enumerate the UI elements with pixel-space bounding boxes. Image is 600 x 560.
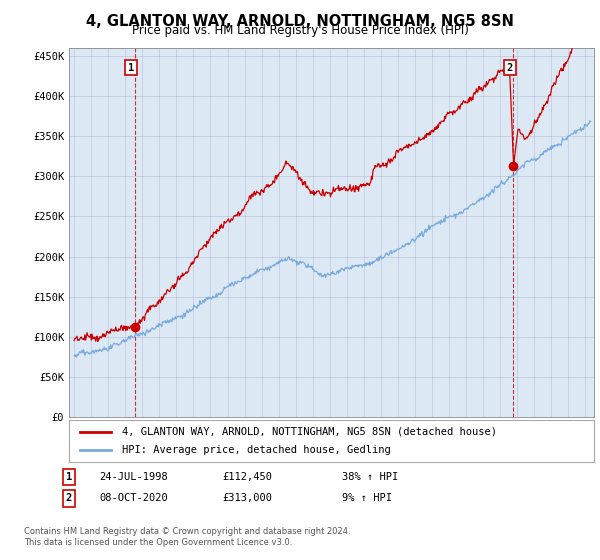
Text: 2: 2 [66, 493, 72, 503]
Text: 9% ↑ HPI: 9% ↑ HPI [342, 493, 392, 503]
Text: 08-OCT-2020: 08-OCT-2020 [99, 493, 168, 503]
Text: This data is licensed under the Open Government Licence v3.0.: This data is licensed under the Open Gov… [24, 538, 292, 547]
Text: £112,450: £112,450 [222, 472, 272, 482]
Text: 24-JUL-1998: 24-JUL-1998 [99, 472, 168, 482]
Text: 4, GLANTON WAY, ARNOLD, NOTTINGHAM, NG5 8SN: 4, GLANTON WAY, ARNOLD, NOTTINGHAM, NG5 … [86, 14, 514, 29]
Text: 4, GLANTON WAY, ARNOLD, NOTTINGHAM, NG5 8SN (detached house): 4, GLANTON WAY, ARNOLD, NOTTINGHAM, NG5 … [121, 427, 497, 437]
Text: Price paid vs. HM Land Registry's House Price Index (HPI): Price paid vs. HM Land Registry's House … [131, 24, 469, 37]
Text: £313,000: £313,000 [222, 493, 272, 503]
Text: Contains HM Land Registry data © Crown copyright and database right 2024.: Contains HM Land Registry data © Crown c… [24, 528, 350, 536]
Text: 1: 1 [128, 63, 134, 73]
Text: HPI: Average price, detached house, Gedling: HPI: Average price, detached house, Gedl… [121, 445, 390, 455]
Text: 2: 2 [507, 63, 513, 73]
Text: 38% ↑ HPI: 38% ↑ HPI [342, 472, 398, 482]
Text: 1: 1 [66, 472, 72, 482]
